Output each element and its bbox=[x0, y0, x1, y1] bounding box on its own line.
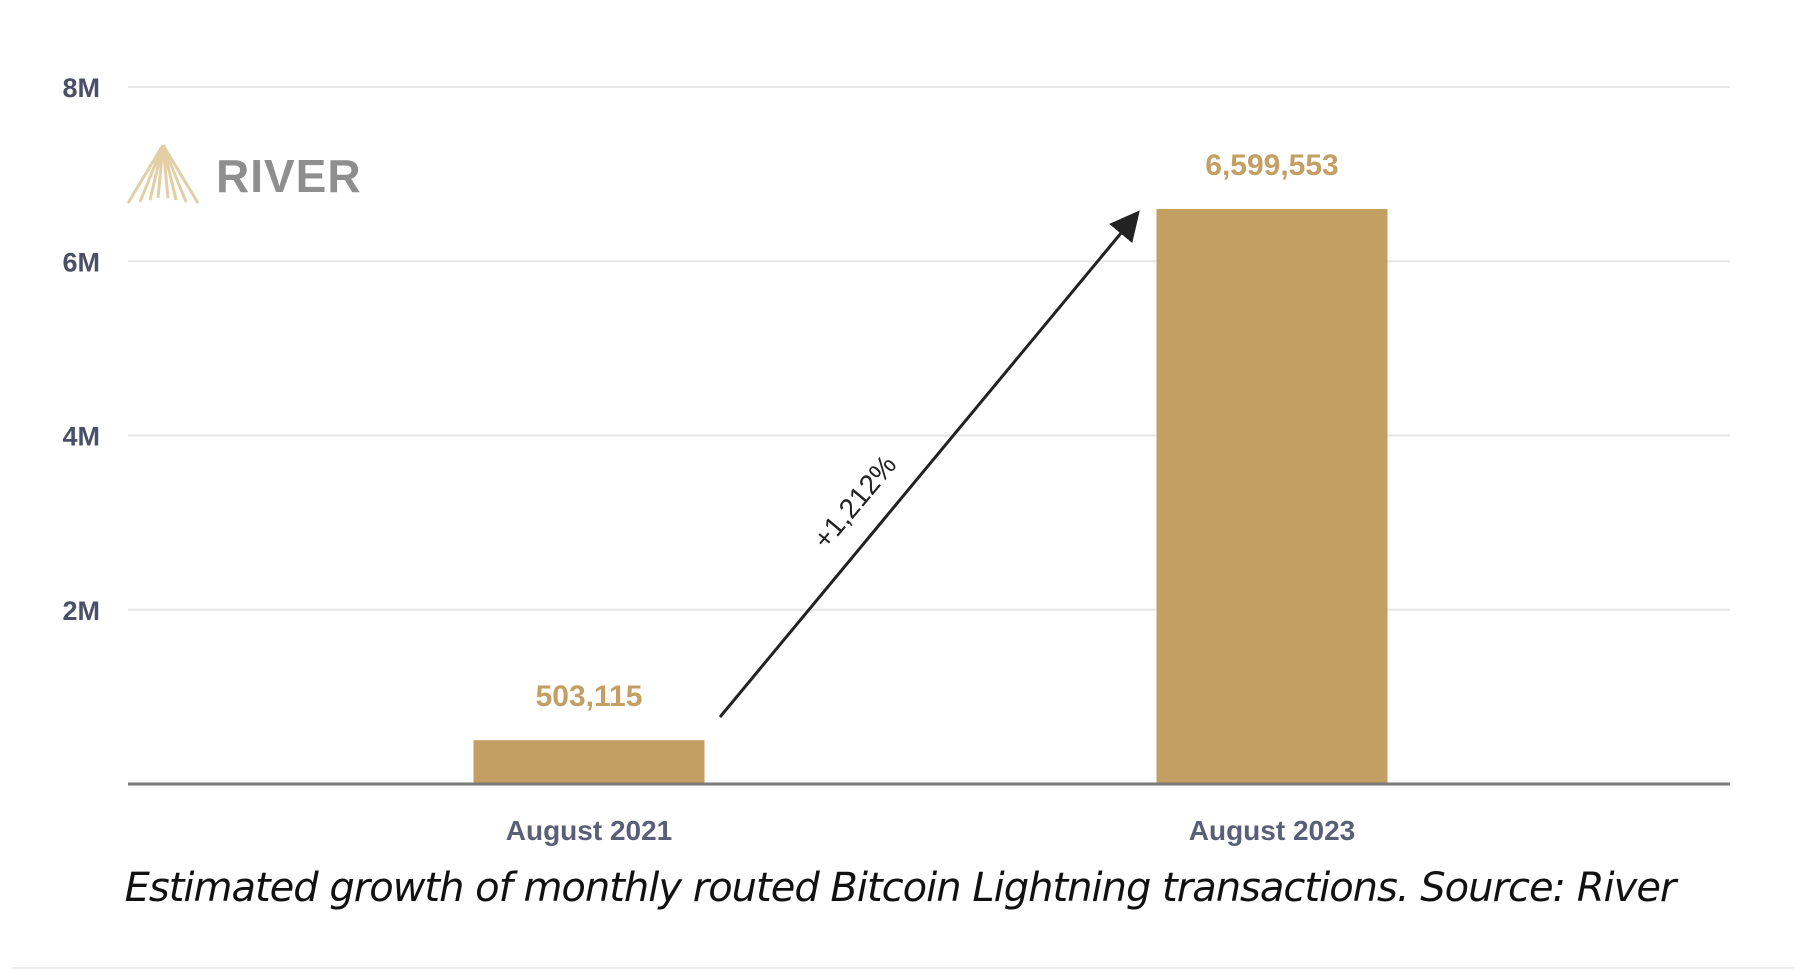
river-logo-icon bbox=[126, 144, 200, 204]
river-logo-text: RIVER bbox=[216, 150, 362, 202]
y-tick-label: 2M bbox=[62, 596, 100, 626]
y-tick-label: 6M bbox=[62, 247, 100, 277]
bar-value-label: 6,599,553 bbox=[1205, 149, 1338, 182]
x-category-label: August 2023 bbox=[1189, 815, 1356, 846]
river-logo: RIVER bbox=[126, 144, 362, 204]
growth-arrow bbox=[718, 210, 1140, 718]
growth-annotation: +1,212% bbox=[807, 449, 902, 554]
bar bbox=[1156, 209, 1388, 785]
divider bbox=[12, 967, 1794, 969]
y-tick-label: 8M bbox=[62, 73, 100, 103]
y-tick-label: 4M bbox=[62, 422, 100, 452]
bar bbox=[473, 740, 705, 784]
chart-caption: Estimated growth of monthly routed Bitco… bbox=[124, 865, 1677, 911]
x-category-label: August 2021 bbox=[506, 815, 673, 846]
bar-value-label: 503,115 bbox=[536, 680, 643, 713]
